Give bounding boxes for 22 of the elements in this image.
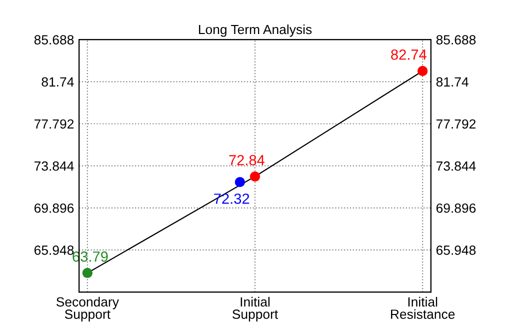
data-label: 82.74 — [391, 49, 427, 60]
point — [250, 171, 260, 182]
y-tick-label: 77.792 — [34, 119, 74, 129]
data-label: 72.84 — [229, 154, 264, 166]
y2-tick-label: 81.74 — [436, 77, 468, 87]
data-label: 72.32 — [214, 194, 250, 204]
y-tick-label: 73.844 — [34, 161, 74, 171]
y2-tick-label: 69.896 — [436, 203, 476, 213]
point — [82, 268, 93, 278]
y2-tick-label: 65.948 — [436, 246, 476, 255]
point — [417, 66, 428, 76]
x-tick-label: Initial Resistance — [391, 296, 455, 319]
y-tick-label: 69.896 — [34, 203, 74, 213]
y2-tick-label: 77.792 — [436, 119, 476, 129]
y-tick-label: 81.74 — [42, 77, 74, 87]
y-tick-label: 65.948 — [34, 246, 74, 255]
x-tick-label: Initial Support — [232, 296, 278, 322]
chart-title: Long Term Analysis — [199, 24, 312, 37]
y-tick-label: 85.688 — [34, 35, 74, 45]
y2-tick-label: 85.688 — [436, 35, 476, 45]
x-tick-label: Secondary Support — [56, 296, 119, 322]
y2-tick-label: 73.844 — [436, 161, 476, 171]
